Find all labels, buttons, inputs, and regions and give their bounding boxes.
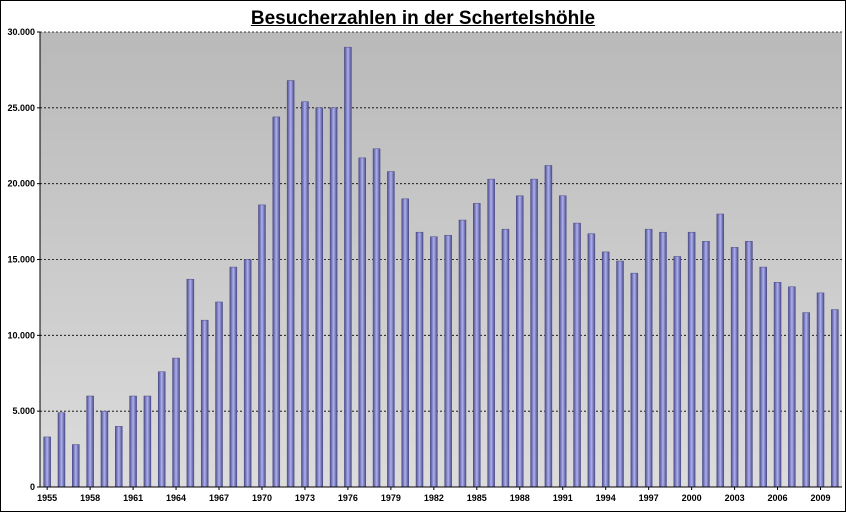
bar xyxy=(659,231,667,488)
y-tick-label: 10.000 xyxy=(7,330,35,340)
y-tick-label: 15.000 xyxy=(7,255,35,265)
bar xyxy=(115,426,123,488)
bar xyxy=(358,157,366,488)
bar xyxy=(644,228,653,488)
chart-title: Besucherzahlen in der Schertelshöhle xyxy=(250,8,596,29)
bar xyxy=(501,228,510,488)
bar xyxy=(72,444,80,488)
bar xyxy=(630,272,639,488)
bar xyxy=(157,371,166,488)
bar xyxy=(802,312,810,488)
bar xyxy=(243,259,252,488)
bar xyxy=(172,357,180,488)
bar xyxy=(587,233,596,488)
x-tick-label: 1979 xyxy=(381,493,401,503)
x-tick-label: 1994 xyxy=(596,493,616,503)
bar xyxy=(186,278,195,488)
bar xyxy=(229,266,238,488)
bar xyxy=(200,319,209,488)
bar xyxy=(816,292,825,488)
y-tick-label: 5.000 xyxy=(12,406,35,416)
bar xyxy=(558,195,567,488)
bar xyxy=(616,260,624,488)
x-tick-label: 1991 xyxy=(553,493,573,503)
bar xyxy=(702,241,710,488)
bar xyxy=(301,101,309,488)
bar xyxy=(329,107,338,488)
x-tick-label: 2009 xyxy=(811,493,831,503)
bar xyxy=(601,251,610,488)
bar xyxy=(415,231,424,488)
x-tick-label: 1973 xyxy=(295,493,315,503)
bar xyxy=(143,395,152,488)
bar xyxy=(57,412,66,488)
bar xyxy=(673,256,682,488)
bar xyxy=(831,309,839,488)
x-tick-label: 1955 xyxy=(37,493,57,503)
bar xyxy=(43,436,51,488)
bar xyxy=(272,116,281,488)
bar xyxy=(788,286,796,488)
bar xyxy=(444,234,452,488)
bar xyxy=(215,301,223,488)
x-tick-label: 1988 xyxy=(510,493,530,503)
bar xyxy=(258,204,266,488)
x-tick-label: 2000 xyxy=(682,493,702,503)
bar xyxy=(516,195,524,488)
bar xyxy=(372,148,381,488)
bar xyxy=(286,80,295,488)
bar xyxy=(344,46,352,488)
x-tick-label: 2003 xyxy=(725,493,745,503)
bar xyxy=(730,247,739,488)
x-tick-label: 1967 xyxy=(209,493,229,503)
x-tick-label: 1958 xyxy=(80,493,100,503)
bar xyxy=(716,213,725,488)
x-tick-label: 1964 xyxy=(166,493,186,503)
bar xyxy=(86,395,94,488)
bar xyxy=(573,222,581,488)
bar xyxy=(401,198,409,488)
x-tick-label: 1985 xyxy=(467,493,487,503)
bar xyxy=(487,178,495,488)
bar xyxy=(773,282,782,488)
y-tick-label: 20.000 xyxy=(7,179,35,189)
x-tick-label: 1997 xyxy=(639,493,659,503)
bar xyxy=(473,203,481,488)
bar xyxy=(544,165,553,488)
bar xyxy=(458,219,467,488)
bar xyxy=(129,395,137,488)
bar xyxy=(430,236,438,488)
x-tick-label: 2006 xyxy=(768,493,788,503)
x-tick-label: 1982 xyxy=(424,493,444,503)
bar xyxy=(530,178,538,488)
bar xyxy=(759,266,767,488)
bar xyxy=(745,241,753,488)
y-tick-label: 25.000 xyxy=(7,103,35,113)
x-tick-label: 1970 xyxy=(252,493,272,503)
bar xyxy=(387,171,395,488)
x-tick-label: 1976 xyxy=(338,493,358,503)
bar xyxy=(687,231,696,488)
x-tick-label: 1961 xyxy=(123,493,143,503)
y-tick-label: 30.000 xyxy=(7,27,35,37)
bar xyxy=(100,410,109,488)
y-tick-label: 0 xyxy=(30,482,35,492)
bar xyxy=(315,107,324,488)
